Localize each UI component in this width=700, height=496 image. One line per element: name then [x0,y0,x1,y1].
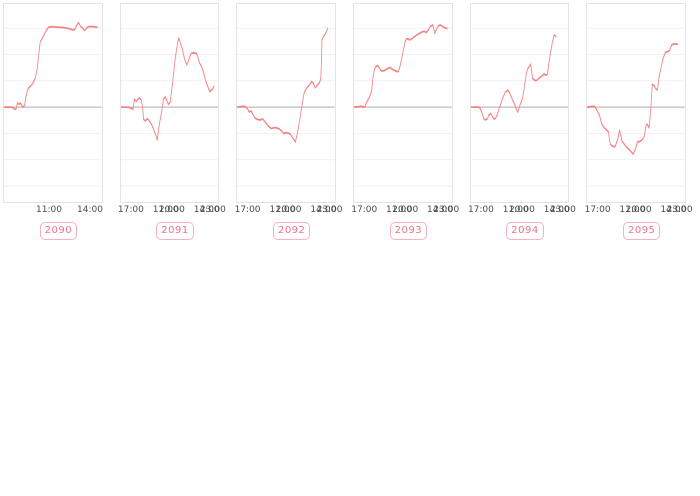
x-tick-label: 11:00 [152,205,179,215]
chart-cell-2093: 2093 11:00 14:00 17:00 20:00 23:00 2093 [350,0,576,244]
line-chart-svg [354,24,452,187]
chart-id-badge-2095[interactable]: 2095 [622,221,661,240]
sparkline-chart-2094 [469,3,570,203]
sparkline-chart-2092 [236,3,337,203]
line-chart-svg [120,27,219,187]
cropped-chart-title: 2095 [583,0,700,3]
x-axis-labels: 11:00 14:00 17:00 20:00 23:00 [3,204,226,217]
x-axis-labels: 11:00 14:00 17:00 20:00 23:00 [470,204,693,217]
line-chart-svg [587,27,686,187]
chart-cell-2091: 2091 11:00 14:00 17:00 20:00 23:00 2091 [117,0,343,244]
x-axis-labels: 11:00 14:00 17:00 20:00 23:00 [236,204,459,217]
sparkline-chart-2095 [586,3,687,203]
badge-row: 2095 [583,217,700,244]
x-tick-label: 17:00 [584,205,611,215]
cropped-title-text: 2092 [279,0,304,3]
series-line [4,21,98,111]
x-tick-label: 23:00 [433,205,460,215]
x-tick-label: 14:00 [193,205,220,215]
line-chart-svg [4,21,102,187]
cropped-chart-title: 2090 [0,0,117,3]
x-tick-label: 11:00 [619,205,646,215]
x-tick-label: 11:00 [269,205,296,215]
chart-cell-2094: 2094 11:00 14:00 17:00 20:00 23:00 2094 [467,0,693,244]
series-line [120,37,215,142]
cropped-chart-title: 2094 [467,0,584,3]
cropped-chart-title: 2091 [117,0,234,3]
x-tick-label: 11:00 [386,205,412,215]
x-tick-label: 20:00 [275,205,302,215]
chart-id-badge-2093[interactable]: 2093 [389,221,428,240]
x-tick-label: 17:00 [351,205,378,215]
chart-id-badge-2090[interactable]: 2090 [39,221,78,240]
series-line [470,33,557,121]
badge-row: 2092 [233,217,350,244]
cropped-title-text: 2094 [512,0,537,3]
x-tick-label: 23:00 [666,205,693,215]
x-axis-labels: 11:00 14:00 17:00 20:00 23:00 [120,204,343,217]
x-tick-label: 20:00 [158,205,185,215]
cropped-title-text: 2090 [46,0,71,3]
x-tick-label: 20:00 [508,205,535,215]
x-tick-label: 11:00 [36,205,62,215]
chart-cell-2090: 2090 11:00 14:00 17:00 20:00 23:00 2090 [0,0,226,244]
cropped-chart-title: 2092 [233,0,350,3]
x-axis-labels: 11:00 14:00 17:00 20:00 23:00 [353,204,576,217]
x-tick-label: 14:00 [660,205,687,215]
chart-id-badge-2091[interactable]: 2091 [156,221,194,240]
cropped-title-text: 2095 [629,0,654,3]
chart-cell-2092: 2092 11:00 14:00 17:00 20:00 23:00 2092 [233,0,459,244]
charts-grid: 2090 11:00 14:00 17:00 20:00 23:00 2090 2091… [0,0,700,244]
x-tick-label: 23:00 [199,205,226,215]
x-tick-label: 23:00 [549,205,576,215]
x-tick-label: 17:00 [117,205,144,215]
sparkline-chart-2093 [353,3,453,203]
x-tick-label: 11:00 [502,205,529,215]
line-chart-svg [237,27,336,187]
x-tick-label: 17:00 [467,205,494,215]
series-line [354,24,448,108]
cropped-title-text: 2093 [396,0,421,3]
badge-row: 2093 [350,217,467,244]
x-tick-label: 14:00 [543,205,570,215]
cropped-title-text: 2091 [162,0,187,3]
x-tick-label: 17:00 [234,205,261,215]
sparkline-chart-2090 [3,3,103,203]
line-chart-svg [470,27,569,187]
x-tick-label: 14:00 [427,205,453,215]
x-tick-label: 23:00 [316,205,343,215]
x-tick-label: 14:00 [310,205,337,215]
series-line [237,27,329,143]
sparkline-chart-2091 [119,3,220,203]
chart-cell-2095: 2095 11:00 14:00 17:00 20:00 23:00 2095 [583,0,700,244]
x-tick-label: 20:00 [392,205,419,215]
chart-id-badge-2094[interactable]: 2094 [506,221,544,240]
chart-id-badge-2092[interactable]: 2092 [272,221,311,240]
x-tick-label: 20:00 [625,205,652,215]
badge-row: 2090 [0,217,117,244]
badge-row: 2091 [117,217,234,244]
x-tick-label: 14:00 [77,205,103,215]
badge-row: 2094 [467,217,584,244]
cropped-chart-title: 2093 [350,0,467,3]
series-line [587,43,679,156]
